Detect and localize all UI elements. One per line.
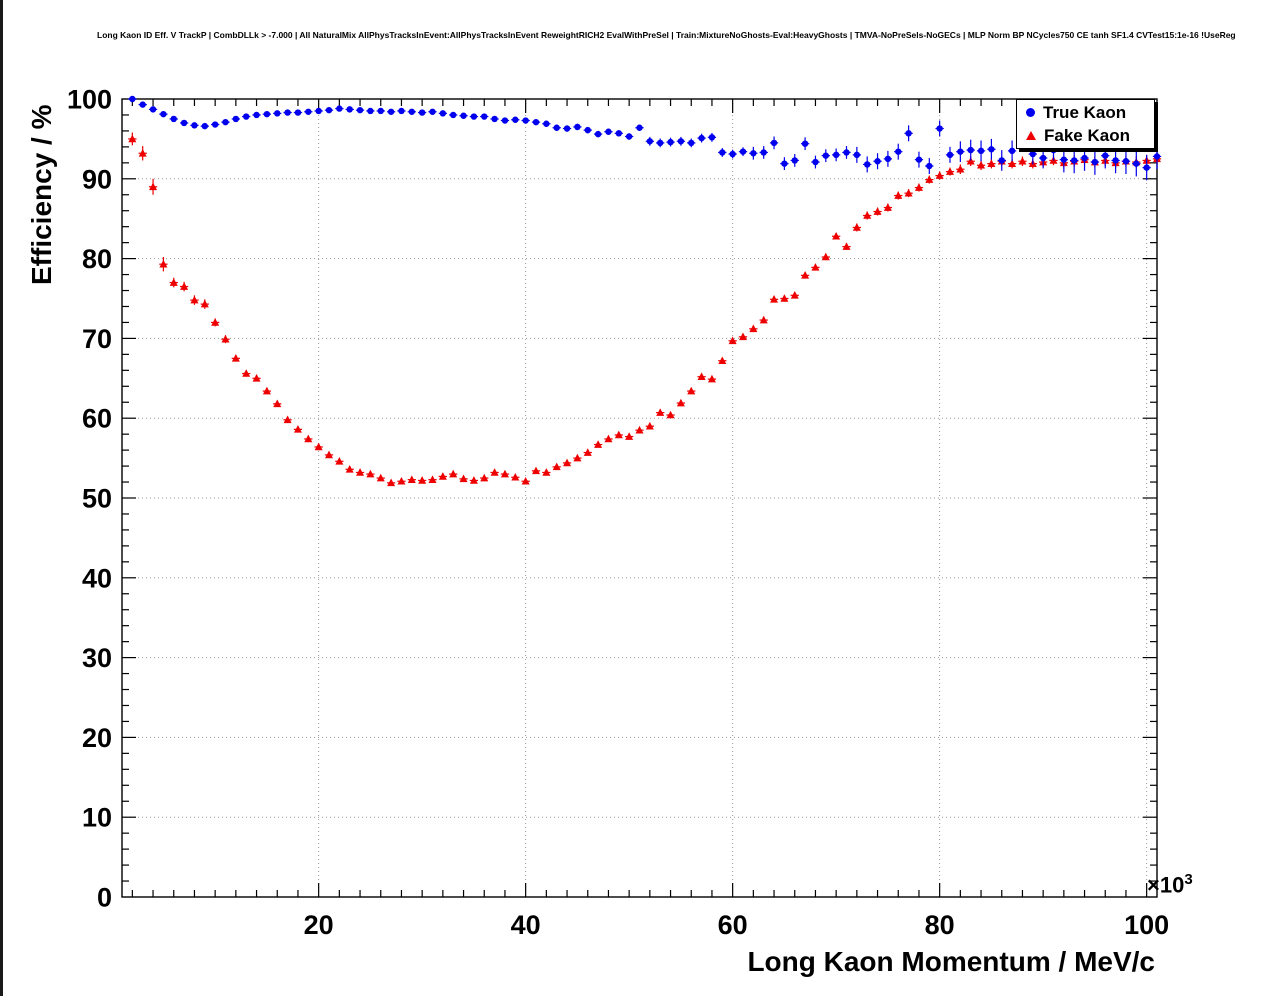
svg-text:90: 90 [82,164,112,194]
svg-text:40: 40 [82,563,112,593]
series-true-kaon [128,95,1162,181]
y-axis-label: Efficiency / % [26,104,57,285]
svg-text:10: 10 [82,803,112,833]
x-axis-multiplier-exponent: 3 [1184,871,1193,888]
y-tick-labels: 0 10 20 30 40 50 60 70 80 90 100 [67,85,112,913]
x-axis-multiplier-base: ×10 [1147,872,1185,898]
x-axis-multiplier: ×103 [1147,871,1193,898]
x-tick-labels: 20 40 60 80 100 [304,910,1170,940]
triangle-marker-icon [1026,131,1036,140]
svg-text:80: 80 [925,910,955,940]
plot-frame [121,98,1158,898]
svg-text:50: 50 [82,484,112,514]
legend-label: True Kaon [1043,102,1127,122]
svg-text:30: 30 [82,643,112,673]
legend-entry-fake-kaon: Fake Kaon [1017,124,1154,147]
svg-text:100: 100 [67,85,112,115]
axis-ticks [122,99,1157,897]
gridlines [122,99,1157,897]
series-fake-kaon [128,132,1162,487]
legend: True Kaon Fake Kaon [1016,99,1155,149]
svg-text:20: 20 [304,910,334,940]
legend-entry-true-kaon: True Kaon [1017,101,1154,124]
svg-text:60: 60 [82,404,112,434]
svg-text:60: 60 [718,910,748,940]
svg-text:0: 0 [97,883,112,913]
svg-text:20: 20 [82,723,112,753]
window-edge [0,0,3,996]
svg-text:100: 100 [1124,910,1169,940]
svg-text:80: 80 [82,244,112,274]
legend-label: Fake Kaon [1044,125,1130,145]
plot-title: Long Kaon ID Eff. V TrackP | CombDLLk > … [97,30,1236,40]
svg-text:70: 70 [82,324,112,354]
x-axis-label: Long Kaon Momentum / MeV/c [747,946,1155,977]
circle-marker-icon [1026,108,1035,117]
svg-text:40: 40 [511,910,541,940]
